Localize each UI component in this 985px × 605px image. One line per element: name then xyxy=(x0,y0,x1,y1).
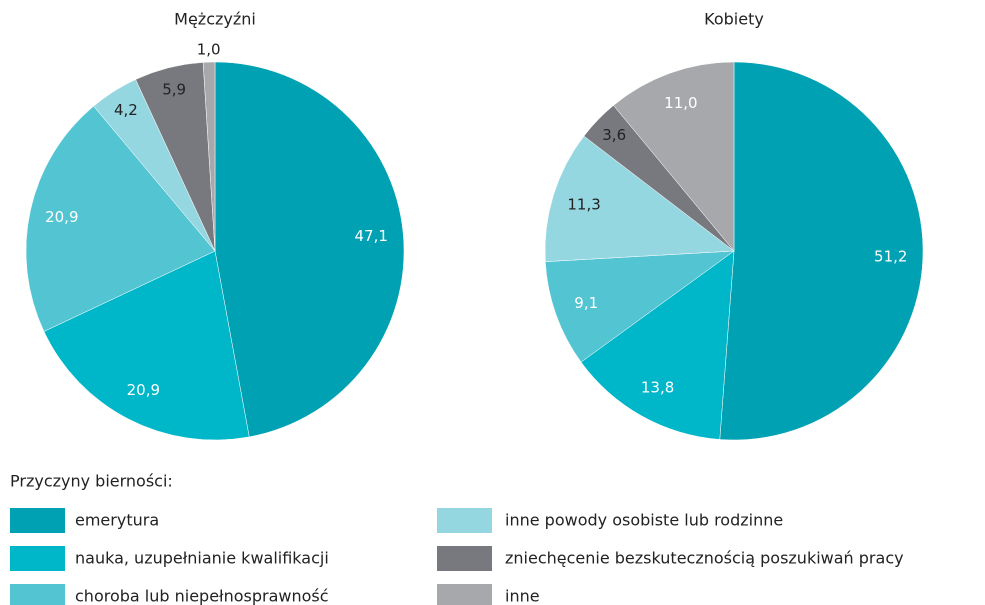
legend-swatch xyxy=(437,584,492,605)
data-label: 47,1 xyxy=(355,227,388,245)
legend-swatch xyxy=(437,508,492,533)
legend-swatch xyxy=(10,584,65,605)
legend-label: choroba lub niepełnosprawność xyxy=(75,587,329,605)
legend-label: inne xyxy=(505,587,540,605)
pie-slice xyxy=(202,61,216,252)
legend-swatch xyxy=(437,546,492,571)
chart-title: Kobiety xyxy=(704,10,764,29)
data-label: 11,3 xyxy=(567,195,600,213)
legend-swatch xyxy=(10,508,65,533)
pie-slice xyxy=(214,61,405,438)
data-label: 11,0 xyxy=(664,94,697,112)
data-label: 51,2 xyxy=(874,247,907,265)
data-label: 1,0 xyxy=(197,41,221,59)
data-label: 13,8 xyxy=(641,378,674,396)
legend-label: zniechęcenie bezskutecznością poszukiwań… xyxy=(505,549,904,568)
data-label: 20,9 xyxy=(127,381,160,399)
data-label: 4,2 xyxy=(114,101,138,119)
legend-label: emerytura xyxy=(75,511,159,530)
pie-slice xyxy=(580,250,735,440)
legend-label: inne powody osobiste lub rodzinne xyxy=(505,511,783,530)
legend-swatch xyxy=(10,546,65,571)
pie-slice xyxy=(25,105,216,332)
chart-title: Mężczyźni xyxy=(174,10,256,29)
pie-slice xyxy=(43,250,250,441)
data-label: 9,1 xyxy=(574,294,598,312)
legend-title: Przyczyny bierności: xyxy=(10,472,173,491)
pie-slice xyxy=(613,61,735,252)
data-label: 5,9 xyxy=(162,80,186,98)
pie-slice xyxy=(544,135,735,262)
data-label: 3,6 xyxy=(602,126,626,144)
pie-slice xyxy=(719,61,924,441)
pie-slice xyxy=(545,250,735,363)
legend-label: nauka, uzupełnianie kwalifikacji xyxy=(75,549,329,568)
data-label: 20,9 xyxy=(45,208,78,226)
